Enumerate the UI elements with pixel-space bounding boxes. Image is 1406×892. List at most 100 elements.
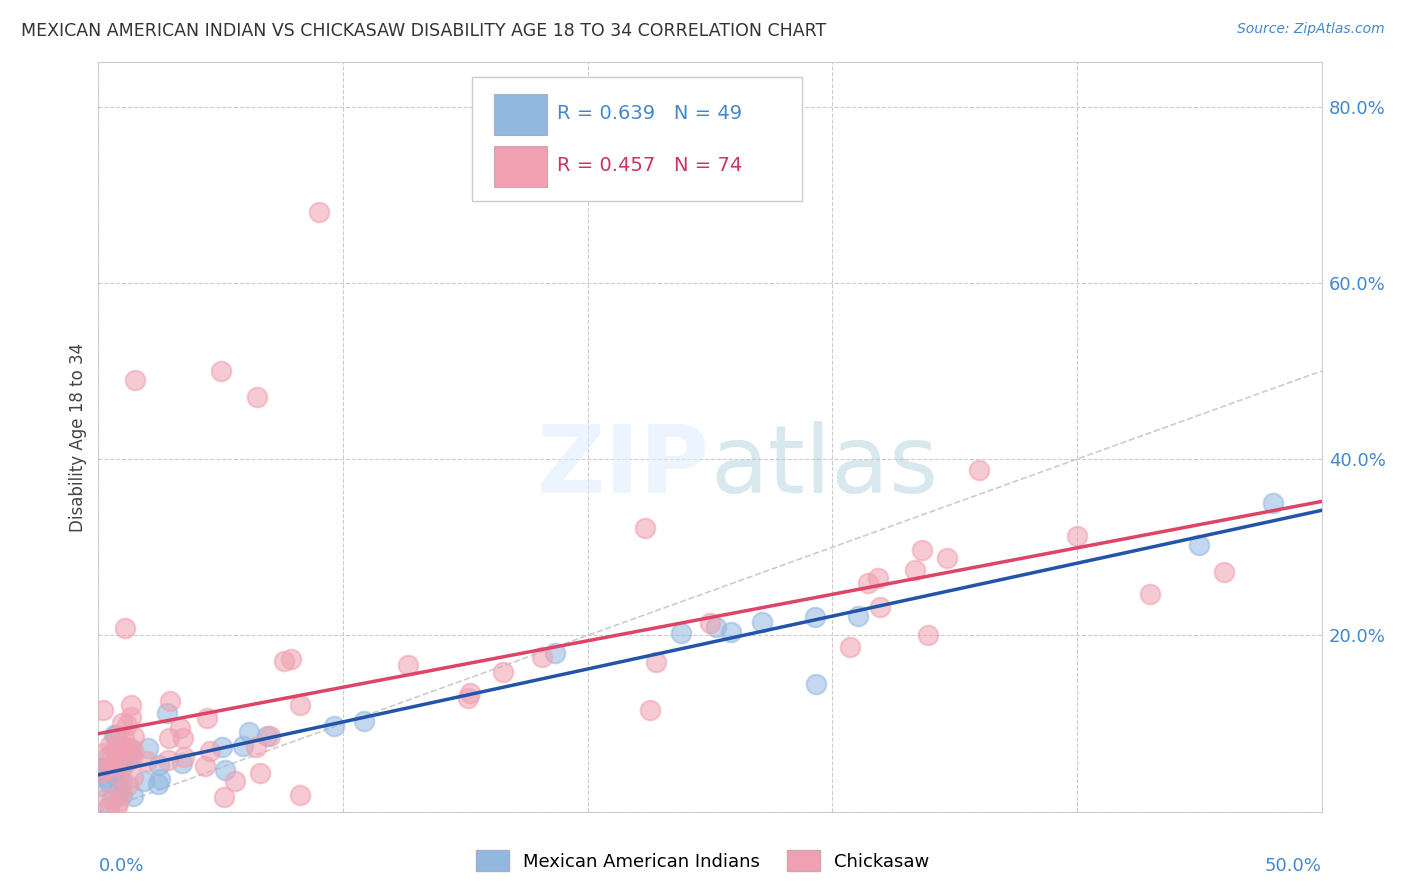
Point xyxy=(214,764,236,778)
Point xyxy=(90,762,112,776)
Point xyxy=(146,777,169,791)
Point xyxy=(156,753,179,767)
Point xyxy=(111,788,134,802)
Point xyxy=(97,800,120,814)
Point xyxy=(169,721,191,735)
Point xyxy=(839,640,862,654)
Point xyxy=(110,781,132,796)
Point xyxy=(172,731,194,745)
Point xyxy=(751,615,773,629)
Point xyxy=(111,739,134,753)
Point xyxy=(107,755,129,769)
Point xyxy=(935,551,957,566)
Point xyxy=(866,570,889,584)
Point xyxy=(132,773,155,788)
Point xyxy=(246,391,269,405)
Point xyxy=(122,748,145,763)
Point xyxy=(212,790,235,805)
Text: MEXICAN AMERICAN INDIAN VS CHICKASAW DISABILITY AGE 18 TO 34 CORRELATION CHART: MEXICAN AMERICAN INDIAN VS CHICKASAW DIS… xyxy=(21,22,827,40)
Point xyxy=(112,731,135,746)
Point xyxy=(1212,565,1234,579)
Point xyxy=(107,757,129,772)
Point xyxy=(720,625,742,640)
Point xyxy=(904,563,927,577)
Point xyxy=(112,755,135,769)
Point xyxy=(120,747,142,762)
Text: ZIP: ZIP xyxy=(537,421,710,513)
Point xyxy=(209,364,232,378)
Point xyxy=(98,747,121,762)
FancyBboxPatch shape xyxy=(494,94,547,135)
Text: R = 0.639   N = 49: R = 0.639 N = 49 xyxy=(557,104,742,123)
Point xyxy=(353,714,375,728)
Point xyxy=(259,729,281,743)
Point xyxy=(122,730,145,744)
Point xyxy=(120,710,142,724)
Point xyxy=(967,463,990,477)
Point xyxy=(94,770,117,784)
Point xyxy=(669,625,692,640)
Point xyxy=(288,698,311,713)
Point xyxy=(93,747,115,761)
Point xyxy=(114,621,136,635)
Point xyxy=(107,735,129,749)
Point xyxy=(1261,496,1284,510)
Point xyxy=(224,773,246,788)
Point xyxy=(135,754,157,768)
Point xyxy=(108,770,131,784)
Point xyxy=(120,698,142,712)
FancyBboxPatch shape xyxy=(494,146,547,187)
Point xyxy=(249,766,271,780)
Legend: Mexican American Indians, Chickasaw: Mexican American Indians, Chickasaw xyxy=(470,843,936,879)
Point xyxy=(111,715,134,730)
Point xyxy=(108,786,131,800)
Point xyxy=(156,706,179,720)
Point xyxy=(869,599,891,614)
Point xyxy=(1139,587,1161,601)
Point xyxy=(101,747,124,762)
Point xyxy=(323,719,346,733)
Point xyxy=(122,770,145,784)
Point xyxy=(103,728,125,742)
Point xyxy=(280,652,302,666)
Point xyxy=(105,800,128,814)
Point xyxy=(90,765,112,780)
Point xyxy=(149,772,172,787)
Point xyxy=(457,690,479,705)
Point xyxy=(211,739,233,754)
Point xyxy=(111,759,134,773)
Point xyxy=(157,731,180,745)
Point xyxy=(198,744,221,758)
Point xyxy=(136,740,159,755)
Point xyxy=(90,761,112,775)
Point xyxy=(148,758,170,772)
Point xyxy=(105,758,128,772)
Point xyxy=(91,703,114,717)
Text: R = 0.457   N = 74: R = 0.457 N = 74 xyxy=(557,156,742,176)
Point xyxy=(98,800,121,814)
Text: 50.0%: 50.0% xyxy=(1265,856,1322,875)
Point xyxy=(90,761,112,775)
Point xyxy=(396,657,419,672)
Point xyxy=(308,205,330,219)
Point xyxy=(195,711,218,725)
Point xyxy=(107,795,129,809)
Point xyxy=(94,762,117,776)
Point xyxy=(115,717,138,731)
Point xyxy=(290,788,312,802)
Point xyxy=(170,756,193,771)
Y-axis label: Disability Age 18 to 34: Disability Age 18 to 34 xyxy=(69,343,87,532)
Point xyxy=(115,742,138,756)
Point xyxy=(98,739,121,753)
Point xyxy=(122,789,145,803)
Point xyxy=(1066,529,1088,543)
Point xyxy=(638,703,661,717)
Point xyxy=(544,646,567,660)
Point xyxy=(105,728,128,742)
Point xyxy=(111,774,134,789)
Point xyxy=(458,685,481,699)
Point xyxy=(846,609,869,624)
Point xyxy=(804,610,827,624)
Text: Source: ZipAtlas.com: Source: ZipAtlas.com xyxy=(1237,22,1385,37)
Point xyxy=(699,616,721,631)
